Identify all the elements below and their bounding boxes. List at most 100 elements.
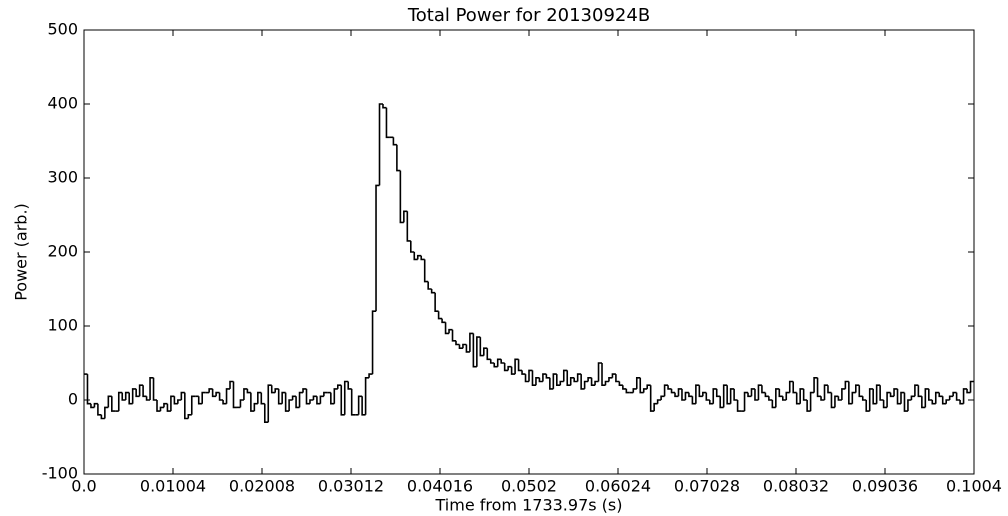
x-tick-label: 0.04016: [407, 477, 473, 496]
step-segment: [945, 399, 950, 404]
step-segment: [618, 381, 623, 386]
step-segment: [535, 377, 540, 386]
step-segment: [938, 392, 943, 398]
step-segment: [124, 391, 130, 400]
step-segment: [861, 396, 867, 401]
step-segment: [910, 395, 915, 400]
step-segment: [903, 392, 908, 412]
step-segment: [917, 385, 922, 398]
step-segment: [608, 377, 613, 382]
step-segment: [858, 385, 863, 398]
step-segment: [768, 396, 773, 401]
step-segment: [684, 391, 689, 400]
step-segment: [500, 359, 505, 364]
step-segment: [368, 373, 373, 378]
step-segment: [670, 388, 676, 394]
step-segment: [882, 400, 888, 409]
step-segment: [170, 395, 175, 412]
step-segment: [816, 377, 822, 398]
step-segment: [117, 391, 123, 412]
step-segment: [441, 318, 446, 324]
step-segment: [197, 396, 203, 405]
x-axis-label: Time from 1733.97s (s): [435, 496, 623, 515]
step-segment: [580, 374, 585, 390]
step-segment: [263, 403, 269, 423]
step-segment: [316, 396, 321, 405]
step-segment: [764, 392, 769, 398]
step-segment: [865, 400, 870, 412]
step-segment: [483, 347, 488, 356]
step-segment: [503, 363, 509, 372]
step-segment: [375, 184, 380, 312]
step-segment: [837, 396, 842, 401]
step-segment: [420, 255, 425, 261]
step-segment: [437, 311, 443, 320]
step-segment: [622, 385, 627, 390]
step-segment: [705, 392, 710, 401]
x-tick-label: 0.0502: [501, 477, 557, 496]
step-segment: [914, 384, 919, 397]
step-segment: [722, 384, 728, 408]
step-segment: [639, 377, 644, 394]
step-segment: [510, 366, 516, 375]
step-segment: [569, 377, 575, 386]
step-segment: [663, 384, 669, 397]
step-segment: [632, 388, 637, 393]
step-segment: [750, 388, 755, 397]
step-segment: [868, 388, 874, 412]
step-segment: [514, 358, 519, 375]
step-segment: [729, 388, 735, 404]
step-segment: [733, 388, 738, 401]
step-segment: [952, 391, 957, 397]
step-segment: [736, 400, 742, 412]
step-segment: [343, 380, 349, 415]
step-segment: [100, 414, 105, 420]
step-segment: [159, 406, 164, 412]
step-segment: [135, 388, 140, 398]
step-segment: [222, 400, 227, 405]
step-segment: [761, 385, 766, 394]
y-tick-label: -100: [42, 464, 78, 483]
step-segment: [455, 340, 460, 346]
step-segment: [93, 402, 98, 408]
step-segment: [966, 388, 971, 394]
step-segment: [107, 395, 112, 408]
step-segment: [444, 322, 450, 335]
step-segment: [681, 388, 686, 401]
step-segment: [921, 396, 926, 409]
step-segment: [809, 391, 815, 412]
step-segment: [111, 396, 116, 412]
x-tick-label: 0.1004: [946, 477, 1002, 496]
step-segment: [138, 384, 144, 397]
step-segment: [462, 343, 467, 349]
step-segment: [542, 373, 547, 382]
step-segment: [451, 329, 456, 342]
step-segment: [597, 362, 603, 382]
step-segment: [677, 388, 682, 397]
step-segment: [472, 333, 477, 368]
step-segment: [875, 384, 881, 404]
step-segment: [893, 388, 898, 397]
step-segment: [576, 373, 582, 382]
step-segment: [611, 373, 616, 378]
step-segment: [726, 385, 731, 405]
step-segment: [886, 391, 891, 408]
step-segment: [239, 399, 244, 408]
step-segment: [691, 396, 696, 405]
step-segment: [416, 254, 422, 260]
step-segment: [646, 384, 651, 389]
step-segment: [406, 211, 411, 242]
step-segment: [149, 377, 154, 400]
step-segment: [173, 396, 178, 405]
step-segment: [660, 395, 665, 400]
step-segment: [302, 388, 307, 393]
step-segment: [166, 403, 171, 412]
step-segment: [653, 402, 658, 412]
step-segment: [615, 374, 620, 383]
step-segment: [889, 392, 895, 398]
step-segment: [218, 392, 224, 401]
step-segment: [781, 396, 787, 401]
step-segment: [775, 388, 780, 408]
y-tick-label: 300: [47, 168, 78, 187]
step-segment: [409, 240, 415, 253]
